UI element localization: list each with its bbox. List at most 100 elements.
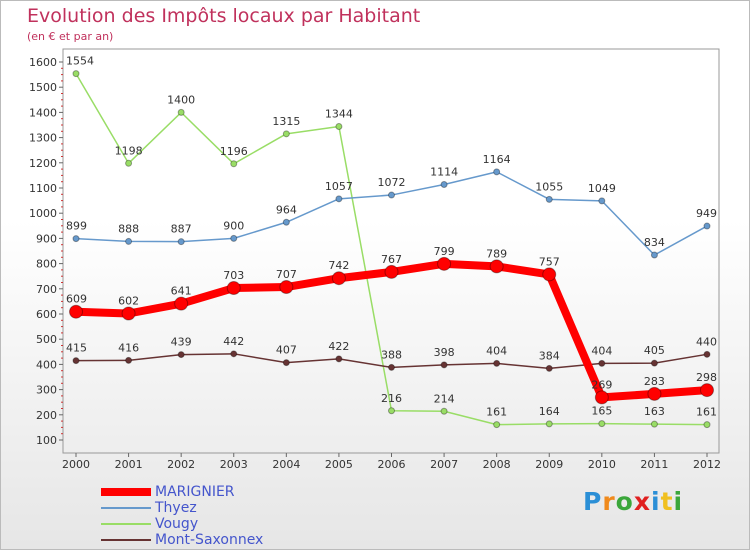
data-label-marignier: 703 [223,269,244,282]
data-point-mont-saxonnex [493,359,501,367]
data-label-marignier: 757 [539,255,560,268]
y-tick-label: 1200 [29,157,57,170]
data-label-thyez: 1055 [535,180,563,193]
data-point-vougy [650,420,658,428]
data-label-thyez: 900 [223,219,244,232]
data-point-marignier [489,259,504,274]
data-point-thyez [335,195,343,203]
data-point-mont-saxonnex [703,350,711,358]
data-label-thyez: 1164 [483,153,511,166]
data-label-thyez: 949 [696,207,717,220]
legend-swatch [101,539,151,541]
data-point-marignier [437,256,452,271]
data-point-marignier [384,264,399,279]
series-line-vougy [75,72,708,426]
data-label-mont-saxonnex: 384 [539,349,560,362]
data-point-vougy [545,420,553,428]
data-label-vougy: 1196 [220,145,248,158]
logo-letter: x [633,487,651,516]
data-point-thyez [493,168,501,176]
data-label-vougy: 1344 [325,108,353,121]
x-tick-label: 2010 [588,458,616,471]
data-label-thyez: 899 [66,220,87,233]
logo-letter: i [673,487,684,516]
logo-letter: P [583,487,603,516]
data-point-mont-saxonnex [125,356,133,364]
x-tick-label: 2008 [483,458,511,471]
data-label-vougy: 214 [434,392,455,405]
y-tick-label: 400 [36,358,57,371]
legend-label: MARIGNIER [155,484,235,500]
data-label-marignier: 742 [328,259,349,272]
data-point-vougy [282,130,290,138]
data-point-marignier [226,281,241,296]
data-point-mont-saxonnex [72,357,80,365]
data-point-thyez [545,195,553,203]
data-label-marignier: 789 [486,247,507,260]
data-label-thyez: 1049 [588,182,616,195]
data-point-mont-saxonnex [388,363,395,371]
y-tick-label: 1400 [29,106,57,119]
y-tick-label: 1300 [29,132,57,145]
legend-swatch [101,523,151,525]
data-point-mont-saxonnex [650,359,658,367]
y-tick-label: 700 [36,283,57,296]
x-tick-label: 2012 [693,458,721,471]
legend-swatch [101,488,151,496]
data-label-vougy: 1400 [167,93,195,106]
data-label-mont-saxonnex: 388 [381,348,402,361]
data-label-mont-saxonnex: 439 [171,336,192,349]
data-label-mont-saxonnex: 398 [434,346,455,359]
data-label-thyez: 1114 [430,165,458,178]
y-tick-label: 1600 [29,56,57,69]
y-tick-label: 1000 [29,207,57,220]
data-point-mont-saxonnex [282,359,290,367]
data-label-thyez: 834 [644,236,665,249]
x-tick-label: 2002 [167,458,195,471]
data-point-vougy [388,407,395,415]
data-point-thyez [388,191,395,199]
x-tick-label: 2011 [640,458,668,471]
data-label-mont-saxonnex: 415 [66,342,87,355]
x-tick-label: 2009 [535,458,563,471]
data-label-marignier: 283 [644,375,665,388]
data-point-thyez [177,238,185,246]
data-point-vougy [493,421,501,429]
data-point-marignier [69,304,83,319]
data-label-marignier: 298 [696,371,717,384]
data-point-thyez [703,222,711,230]
data-point-thyez [282,218,290,226]
legend-label: Vougy [155,516,199,532]
data-label-thyez: 1072 [378,176,406,189]
data-label-mont-saxonnex: 442 [223,335,244,348]
y-tick-label: 300 [36,384,57,397]
data-label-marignier: 767 [381,253,402,266]
logo-letter: t [660,487,674,516]
x-tick-label: 2003 [220,458,248,471]
data-point-thyez [598,197,606,205]
chart-title: Evolution des Impôts locaux par Habitant [27,5,421,27]
data-label-vougy: 161 [486,406,507,419]
data-point-vougy [125,159,133,167]
legend-label: Mont-Saxonnex [155,532,264,548]
data-point-thyez [440,180,448,188]
data-point-vougy [598,420,606,428]
data-point-marignier [647,386,662,401]
data-point-mont-saxonnex [177,351,185,359]
y-tick-label: 900 [36,232,57,245]
data-point-vougy [177,108,185,116]
logo-letter: r [602,487,616,516]
data-label-mont-saxonnex: 416 [118,341,139,354]
data-point-marignier [700,383,714,398]
x-tick-label: 2000 [62,458,90,471]
data-label-mont-saxonnex: 405 [644,344,665,357]
logo-letter: o [615,487,634,516]
y-tick-label: 800 [36,258,57,271]
data-label-thyez: 887 [171,223,192,236]
data-label-mont-saxonnex: 404 [591,344,612,357]
data-label-marignier: 641 [171,285,192,298]
data-point-vougy [440,407,448,415]
data-point-vougy [230,160,238,168]
